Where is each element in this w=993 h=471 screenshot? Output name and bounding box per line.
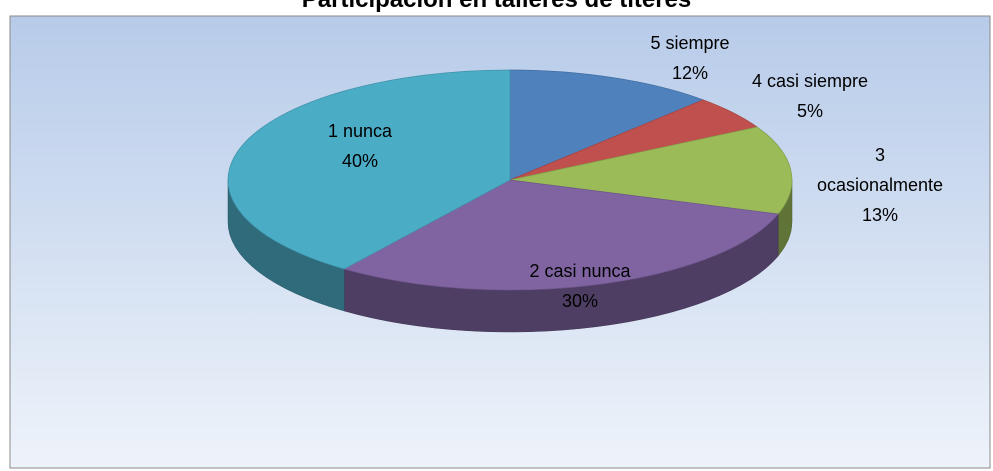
- data-label: 4 casi siempre 5%: [752, 66, 868, 126]
- pie-slice: [509, 69, 705, 181]
- data-label: 3 ocasionalmente 13%: [810, 140, 950, 230]
- chart-title: Participación en talleres de títeres: [0, 0, 993, 14]
- pie-slice: [343, 179, 779, 291]
- value-label: 13%: [861, 205, 899, 225]
- value-label: 5%: [796, 101, 824, 121]
- value-label: 12%: [671, 63, 709, 83]
- value-label: 30%: [561, 291, 599, 311]
- category-label: 5 siempre: [650, 33, 730, 53]
- category-label: 2 casi nunca: [529, 261, 631, 281]
- value-label: 40%: [341, 151, 379, 171]
- category-label: 3 ocasionalmente: [816, 145, 944, 195]
- category-label: 1 nunca: [327, 121, 393, 141]
- data-label: 5 siempre 12%: [650, 28, 729, 88]
- category-label: 4 casi siempre: [751, 71, 869, 91]
- data-label: 2 casi nunca 30%: [529, 256, 630, 316]
- pie-slice: [509, 126, 793, 215]
- pie-slice: [227, 69, 511, 270]
- data-label: 1 nunca 40%: [328, 116, 392, 176]
